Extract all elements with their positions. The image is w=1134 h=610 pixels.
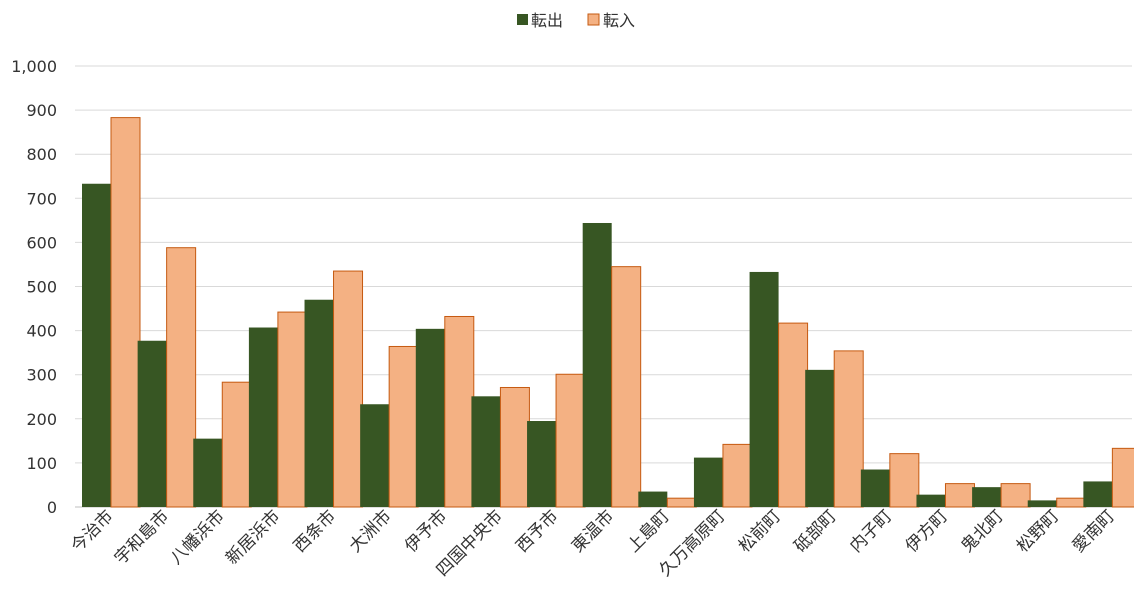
bar-tenshutsu [972,487,1002,507]
x-tick-label: 松前町 [735,506,785,556]
y-axis-ticks: 0 100 200 300 400 500 600 700 800 900 1,000 [11,57,57,517]
bar-tennyu [277,311,308,508]
x-tick-label: 八幡浜市 [167,506,229,568]
y-tick-label: 300 [26,366,57,385]
bars [82,117,1134,508]
bar-tennyu [833,350,864,508]
bar-tenshutsu [749,271,779,507]
bar-tennyu [611,266,642,508]
bar-tennyu [555,373,586,508]
bar-tennyu [722,443,753,508]
bar-tennyu [499,386,530,508]
y-tick-label: 800 [26,145,57,164]
y-tick-label: 600 [26,233,57,252]
y-tick-label: 400 [26,322,57,341]
legend: 転出 転入 [517,11,635,30]
x-tick-label: 伊方町 [902,506,952,556]
bar-tenshutsu [1027,500,1057,507]
bar-tennyu [889,453,920,508]
bar-tenshutsu [360,404,390,507]
legend-swatch-tenshutsu [517,14,528,25]
legend-label-tenshutsu: 転出 [531,11,563,30]
bar-tennyu [333,270,364,508]
bar-tennyu [778,322,809,508]
bar-tennyu [221,381,252,508]
bar-tenshutsu [582,222,612,507]
bar-tennyu [388,345,419,508]
bar-tenshutsu [1083,481,1113,507]
bar-tennyu [444,315,475,508]
x-tick-label: 鬼北町 [957,506,1007,556]
bar-tenshutsu [304,299,334,507]
x-tick-label: 西条市 [290,506,340,556]
x-tick-label: 松野町 [1013,506,1063,556]
x-tick-label: 伊予市 [401,506,451,556]
x-tick-label: 東温市 [568,506,618,556]
bar-tennyu [1056,497,1087,508]
bar-tenshutsu [860,469,890,507]
x-tick-label: 宇和島市 [111,506,173,568]
legend-label-tennyu: 転入 [603,11,635,30]
bar-tennyu [110,117,141,508]
legend-swatch-tennyu [587,13,600,26]
bar-tenshutsu [193,438,223,507]
x-tick-label: 内子町 [846,506,896,556]
y-tick-label: 500 [26,278,57,297]
bar-tenshutsu [82,183,111,507]
bar-tennyu [666,497,697,508]
y-tick-label: 1,000 [11,57,57,76]
x-tick-label: 砥部町 [791,506,841,556]
bar-tenshutsu [471,396,501,507]
x-tick-label: 新居浜市 [222,506,284,568]
x-tick-label: 西予市 [512,506,562,556]
bar-tennyu [1000,483,1031,508]
y-tick-label: 100 [26,454,57,473]
bar-tennyu [944,483,975,508]
x-tick-label: 今治市 [67,506,117,556]
y-tick-label: 700 [26,189,57,208]
bar-tennyu [166,247,197,508]
bar-tenshutsu [248,327,278,507]
y-tick-label: 900 [26,101,57,120]
x-tick-label: 上島町 [624,506,674,556]
bar-tenshutsu [527,421,557,507]
bar-tenshutsu [415,328,445,507]
bar-tenshutsu [137,340,167,507]
bar-tenshutsu [693,457,723,507]
y-tick-label: 200 [26,410,57,429]
bar-tennyu [1111,447,1134,508]
bar-tenshutsu [638,491,668,507]
x-tick-label: 愛南町 [1069,506,1119,556]
bar-tenshutsu [916,494,946,507]
x-tick-label: 大洲市 [345,506,395,556]
y-tick-label: 0 [47,498,57,517]
bar-tenshutsu [805,369,835,507]
